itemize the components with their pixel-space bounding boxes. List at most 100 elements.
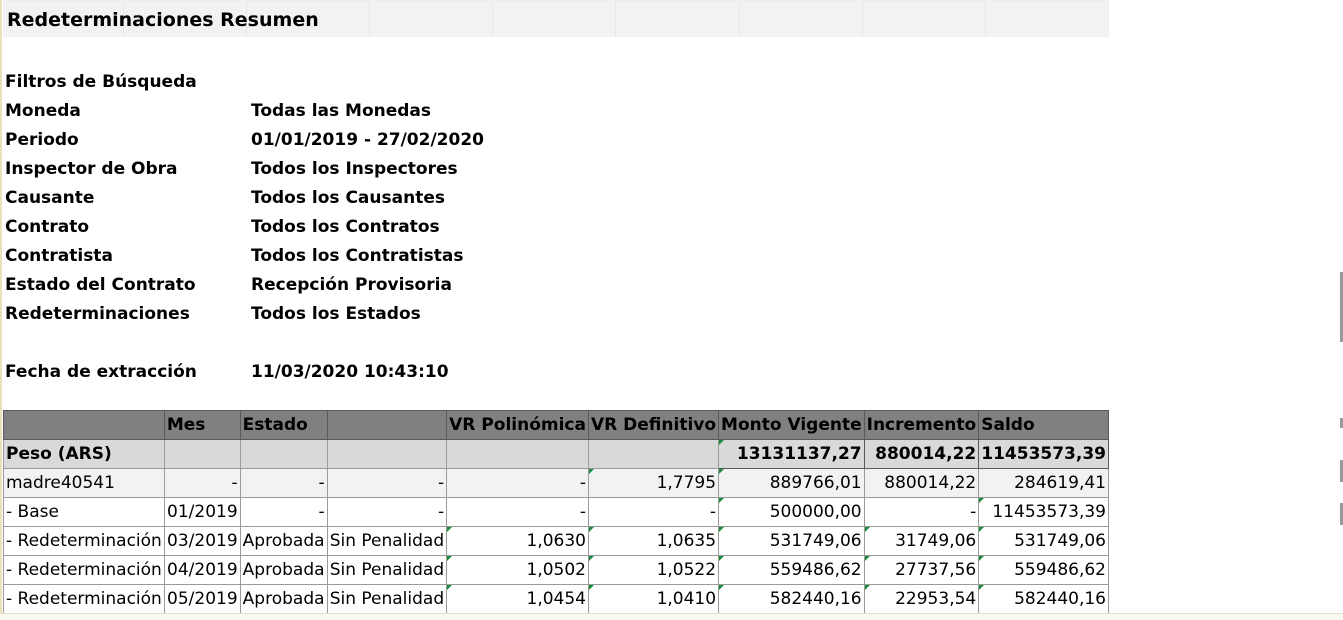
column-header[interactable]	[326, 410, 448, 440]
extraction-label: Fecha de extracción	[5, 362, 197, 382]
gridline	[615, 1, 616, 37]
table-cell[interactable]: -	[239, 497, 328, 527]
page-title: Redeterminaciones Resumen	[7, 9, 319, 31]
table-cell[interactable]: - Redeterminación	[3, 526, 165, 556]
table-cell[interactable]: 500000,00	[718, 497, 865, 527]
table-cell[interactable]: Aprobada	[239, 526, 328, 556]
filter-label: Periodo	[5, 130, 79, 150]
table-cell[interactable]: 582440,16	[718, 584, 865, 614]
sheet-bottom-strip	[0, 613, 1343, 620]
table-cell[interactable]: - Redeterminación	[3, 555, 165, 585]
table-cell[interactable]: 22953,54	[863, 584, 980, 614]
filter-label: Causante	[5, 188, 95, 208]
table-cell[interactable]	[587, 439, 720, 469]
filter-label: Redeterminaciones	[5, 304, 190, 324]
table-cell[interactable]: -	[446, 497, 589, 527]
window-edge-marker	[1340, 272, 1343, 342]
table-cell[interactable]: madre40541	[3, 468, 165, 498]
table-cell[interactable]: Peso (ARS)	[3, 439, 165, 469]
filter-value: Todas las Monedas	[251, 101, 432, 121]
table-cell[interactable]: 559486,62	[718, 555, 865, 585]
gridline	[492, 1, 493, 37]
title-row: Redeterminaciones Resumen	[3, 0, 1109, 37]
table-cell[interactable]: Aprobada	[239, 555, 328, 585]
table-cell[interactable]: 01/2019	[163, 497, 241, 527]
table-cell[interactable]: -	[326, 497, 448, 527]
table-cell[interactable]: - Base	[3, 497, 165, 527]
table-cell[interactable]: 880014,22	[863, 468, 980, 498]
table-cell[interactable]: Sin Penalidad	[326, 555, 448, 585]
table-cell[interactable]: 1,0635	[587, 526, 720, 556]
table-cell[interactable]: -	[326, 468, 448, 498]
summary-table: Mes Estado VR Polinómica VR Definitivo M…	[3, 410, 1109, 614]
column-header[interactable]: Monto Vigente	[718, 410, 865, 440]
filter-value: Recepción Provisoria	[251, 275, 452, 295]
table-cell[interactable]: - Redeterminación	[3, 584, 165, 614]
gridline	[739, 1, 740, 37]
table-cell[interactable]: 03/2019	[163, 526, 241, 556]
table-cell[interactable]	[326, 439, 448, 469]
table-cell[interactable]: -	[446, 468, 589, 498]
table-cell[interactable]	[446, 439, 589, 469]
table-cell[interactable]: 11453573,39	[978, 439, 1109, 469]
table-row: - Base 01/2019 - - - - 500000,00 - 11453…	[3, 497, 1109, 527]
table-cell[interactable]: -	[239, 468, 328, 498]
column-header[interactable]: VR Polinómica	[446, 410, 589, 440]
table-cell[interactable]: 1,0522	[587, 555, 720, 585]
table-cell[interactable]: 05/2019	[163, 584, 241, 614]
filter-label: Moneda	[5, 101, 81, 121]
table-row: - Redeterminación 04/2019 Aprobada Sin P…	[3, 555, 1109, 585]
filter-value: Todos los Causantes	[251, 188, 445, 208]
column-header[interactable]: Estado	[239, 410, 328, 440]
filter-value: Todos los Estados	[251, 304, 421, 324]
table-row: - Redeterminación 05/2019 Aprobada Sin P…	[3, 584, 1109, 614]
table-row: madre40541 - - - - 1,7795 889766,01 8800…	[3, 468, 1109, 498]
filter-label: Inspector de Obra	[5, 159, 178, 179]
table-cell[interactable]: 1,0410	[587, 584, 720, 614]
table-cell[interactable]: -	[587, 497, 720, 527]
table-cell[interactable]: 889766,01	[718, 468, 865, 498]
table-cell[interactable]	[239, 439, 328, 469]
filter-label: Estado del Contrato	[5, 275, 196, 295]
table-cell[interactable]: 1,7795	[587, 468, 720, 498]
filter-label: Contratista	[5, 246, 113, 266]
table-cell[interactable]: 1,0630	[446, 526, 589, 556]
column-header[interactable]: Mes	[163, 410, 241, 440]
table-cell[interactable]: 11453573,39	[978, 497, 1109, 527]
table-cell[interactable]: 27737,56	[863, 555, 980, 585]
table-cell[interactable]: 559486,62	[978, 555, 1109, 585]
table-cell[interactable]: 31749,06	[863, 526, 980, 556]
filter-value: 01/01/2019 - 27/02/2020	[251, 130, 484, 150]
table-cell[interactable]: 1,0502	[446, 555, 589, 585]
table-cell[interactable]: 13131137,27	[718, 439, 865, 469]
table-cell[interactable]: 531749,06	[718, 526, 865, 556]
extraction-value: 11/03/2020 10:43:10	[251, 362, 449, 382]
table-row: - Redeterminación 03/2019 Aprobada Sin P…	[3, 526, 1109, 556]
table-cell[interactable]: 531749,06	[978, 526, 1109, 556]
table-cell[interactable]: -	[163, 468, 241, 498]
table-cell[interactable]: -	[863, 497, 980, 527]
filter-value: Todos los Contratistas	[251, 246, 464, 266]
table-cell[interactable]: 1,0454	[446, 584, 589, 614]
column-header[interactable]: Incremento	[863, 410, 980, 440]
filter-value: Todos los Contratos	[251, 217, 440, 237]
sheet-left-edge	[0, 0, 2, 619]
table-header-row: Mes Estado VR Polinómica VR Definitivo M…	[3, 410, 1109, 440]
gridline	[246, 1, 247, 37]
table-cell[interactable]: 04/2019	[163, 555, 241, 585]
table-cell[interactable]: Sin Penalidad	[326, 584, 448, 614]
table-cell[interactable]: 880014,22	[863, 439, 980, 469]
table-cell[interactable]: Aprobada	[239, 584, 328, 614]
filter-label: Filtros de Búsqueda	[5, 72, 197, 92]
column-header[interactable]: Saldo	[978, 410, 1109, 440]
table-cell[interactable]: Sin Penalidad	[326, 526, 448, 556]
table-cell[interactable]: 582440,16	[978, 584, 1109, 614]
column-header[interactable]: VR Definitivo	[587, 410, 720, 440]
column-header[interactable]	[3, 410, 165, 440]
table-cell[interactable]: 284619,41	[978, 468, 1109, 498]
gridline	[862, 1, 863, 37]
filter-value: Todos los Inspectores	[251, 159, 458, 179]
window-edge-marker	[1340, 418, 1343, 428]
table-cell[interactable]	[163, 439, 241, 469]
window-edge-marker	[1340, 460, 1343, 482]
